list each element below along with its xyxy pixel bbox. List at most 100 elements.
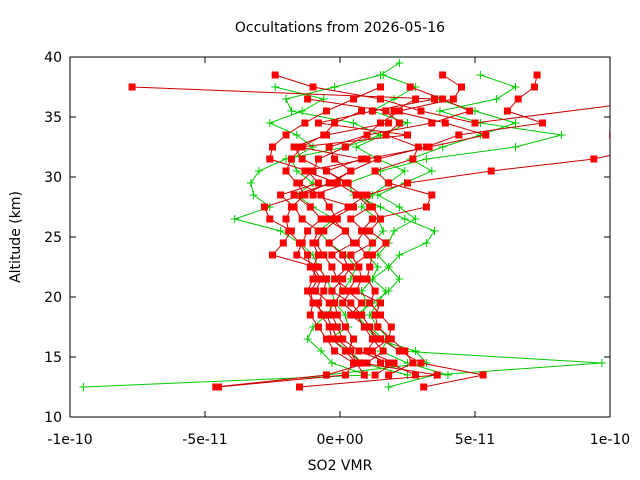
data-point-square (352, 191, 360, 199)
data-point-square (341, 263, 349, 271)
data-point-square (412, 371, 420, 379)
data-point-square (328, 311, 336, 319)
data-point-square (377, 335, 384, 343)
data-point-square (293, 251, 301, 259)
data-point-square (333, 215, 341, 223)
data-point-square (331, 299, 339, 307)
data-point-square (277, 191, 285, 199)
data-point-square (417, 107, 425, 115)
data-point-square (358, 299, 366, 307)
data-point-square (377, 119, 384, 127)
data-point-square (298, 215, 306, 223)
data-point-square (260, 203, 268, 211)
y-axis-label: Altitude (km) (8, 191, 24, 283)
data-point-square (293, 179, 301, 187)
x-axis-label: SO2 VMR (308, 458, 373, 474)
data-point-square (406, 83, 414, 91)
data-point-square (439, 71, 447, 79)
data-point-plus (444, 371, 452, 379)
data-point-plus (276, 227, 285, 235)
data-point-square (347, 167, 355, 175)
data-point-square (323, 215, 330, 223)
data-point-square (314, 227, 322, 235)
data-point-square (530, 83, 538, 91)
data-point-square (385, 179, 393, 187)
data-point-plus (395, 203, 404, 211)
data-point-plus (511, 83, 520, 91)
data-point-square (301, 191, 309, 199)
data-point-square (377, 95, 384, 103)
data-point-square (341, 227, 349, 235)
data-point-square (352, 359, 360, 367)
data-point-square (271, 71, 279, 79)
data-point-square (363, 155, 371, 163)
data-point-plus (384, 263, 393, 271)
data-point-plus (557, 131, 566, 139)
data-point-square (377, 299, 384, 307)
y-tick-label: 15 (44, 350, 62, 366)
data-point-plus (271, 83, 280, 91)
data-point-square (287, 203, 295, 211)
data-point-square (298, 143, 306, 151)
data-point-square (382, 107, 390, 115)
data-point-square (279, 239, 287, 247)
data-point-square (395, 119, 403, 127)
x-tick-label: -1e-10 (47, 432, 92, 448)
data-point-square (533, 71, 541, 79)
data-point-square (339, 275, 347, 283)
data-point-square (358, 155, 366, 163)
data-point-square (368, 107, 376, 115)
series-layer (79, 59, 610, 391)
data-point-square (366, 299, 374, 307)
data-point-square (425, 143, 433, 151)
data-point-square (323, 275, 330, 283)
data-point-square (401, 347, 409, 355)
data-point-square (371, 287, 379, 295)
data-point-square (298, 155, 306, 163)
data-point-square (287, 155, 295, 163)
data-point-plus (265, 119, 274, 127)
data-point-square (382, 131, 390, 139)
data-point-square (371, 335, 379, 343)
data-point-square (347, 251, 355, 259)
data-point-square (323, 371, 330, 379)
data-point-plus (511, 143, 520, 151)
data-point-square (377, 83, 384, 91)
data-point-square (285, 227, 293, 235)
data-point-square (368, 215, 376, 223)
data-point-square (439, 95, 447, 103)
data-point-square (377, 215, 384, 223)
data-point-square (323, 311, 330, 319)
data-point-square (304, 227, 312, 235)
data-point-square (320, 251, 328, 259)
data-point-square (458, 83, 465, 91)
data-point-square (360, 227, 368, 235)
series-line (285, 110, 362, 364)
data-point-square (314, 275, 322, 283)
data-point-square (358, 275, 366, 283)
data-point-square (331, 155, 339, 163)
data-point-square (358, 359, 366, 367)
data-point-square (355, 263, 363, 271)
data-point-square (358, 191, 366, 199)
data-point-plus (384, 287, 393, 295)
data-point-square (390, 107, 398, 115)
data-point-square (314, 251, 322, 259)
data-point-square (323, 167, 330, 175)
data-point-plus (395, 251, 404, 259)
data-point-square (290, 143, 298, 151)
data-point-square (409, 155, 417, 163)
data-point-square (455, 131, 463, 139)
data-point-square (328, 287, 336, 295)
data-point-square (420, 383, 428, 391)
data-point-square (382, 239, 390, 247)
data-point-square (306, 311, 314, 319)
data-point-square (312, 287, 320, 295)
data-point-square (360, 371, 368, 379)
data-point-square (282, 167, 290, 175)
data-point-square (323, 107, 330, 115)
data-point-square (514, 95, 522, 103)
data-point-square (266, 215, 274, 223)
data-point-square (412, 95, 420, 103)
